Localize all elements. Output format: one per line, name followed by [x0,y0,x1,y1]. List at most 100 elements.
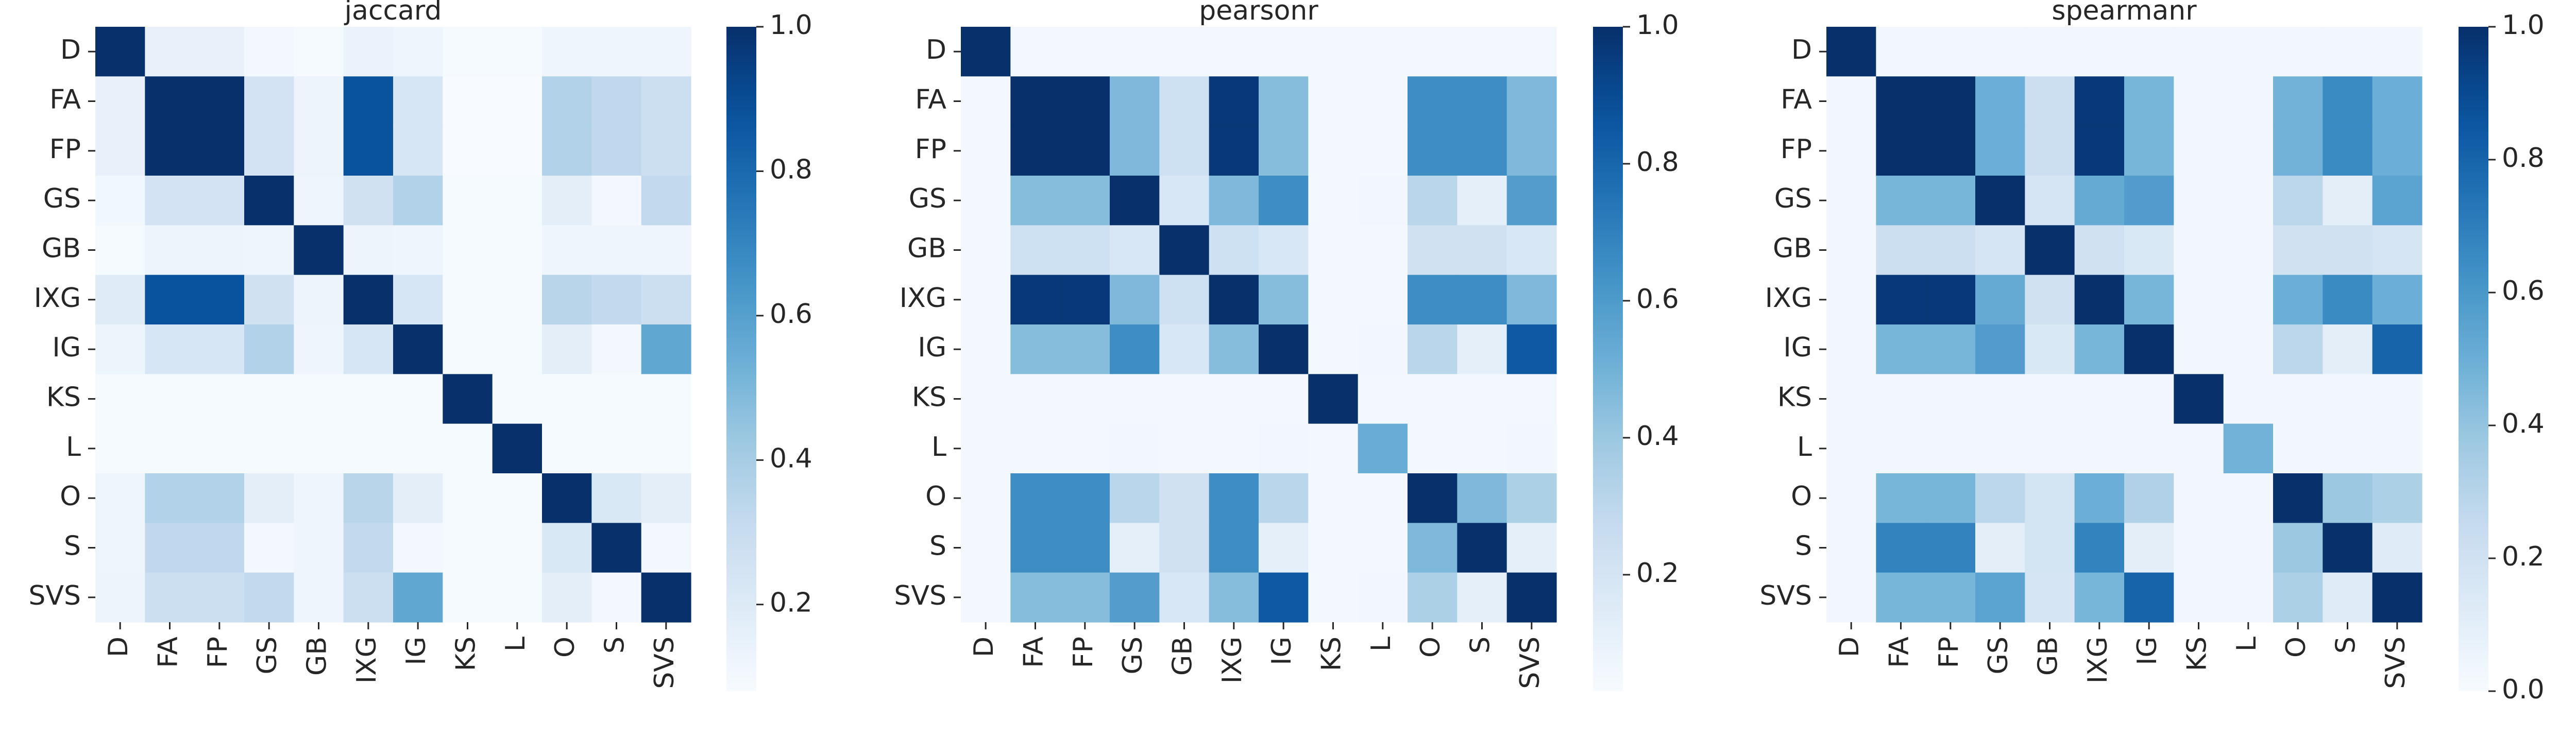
heatmap-cell [1457,275,1507,325]
heatmap-cell [2273,324,2323,374]
heatmap-cell [1826,225,1876,276]
heatmap-cell [244,76,294,127]
heatmap-cell [2323,225,2373,276]
heatmap-cell [1010,126,1061,176]
heatmap-cell [492,275,543,325]
y-tick-label: GS [43,183,81,214]
heatmap-cell [393,27,443,77]
heatmap-cell [1060,76,1110,127]
heatmap-cell [1159,423,1210,474]
heatmap-cell [1826,275,1876,325]
heatmap-cell [1876,374,1926,424]
heatmap-cell [1110,76,1160,127]
heatmap-cell [1925,523,1976,573]
heatmap-cell [244,523,294,573]
heatmap-cell [2074,27,2125,77]
heatmap-cell [641,76,691,127]
heatmap-cell [2273,572,2323,623]
heatmap-cell [2025,523,2075,573]
y-tick-label: IG [918,332,946,363]
heatmap-cell [1110,225,1160,276]
heatmap-cell [961,374,1011,424]
heatmap-cell [1358,473,1408,523]
heatmap-cell [1308,572,1359,623]
heatmap-cell [1975,572,2025,623]
heatmap-cell [2025,423,2075,474]
heatmap-cell [1925,324,1976,374]
heatmap-cell [1358,225,1408,276]
x-tick-label: L [500,637,531,652]
heatmap-cell [2273,473,2323,523]
heatmap-cell [1209,126,1259,176]
x-tick-label: SVS [649,637,680,689]
y-tick-label: S [1795,531,1812,562]
heatmap-cell [1975,176,2025,226]
heatmap-cell [1358,27,1408,77]
heatmap-cell [2372,225,2422,276]
heatmap-cell [1259,374,1309,424]
heatmap-cell [591,225,642,276]
heatmap-cell [1876,473,1926,523]
colorbar-tick-label: 0.8 [770,154,812,185]
heatmap-cell [1925,473,1976,523]
heatmap-cell [95,423,145,474]
heatmap-cell [1159,27,1210,77]
heatmap-cell [1010,374,1061,424]
heatmap-cell [95,126,145,176]
heatmap-cell [2223,523,2274,573]
heatmap-cell [1826,324,1876,374]
heatmap-cell [2223,423,2274,474]
heatmap-cell [2074,324,2125,374]
heatmap-cell [961,523,1011,573]
heatmap-cell [2074,523,2125,573]
heatmap-cell [2372,76,2422,127]
heatmap-cell [1159,225,1210,276]
heatmap-cell [542,572,592,623]
heatmap-cell [1408,473,1458,523]
heatmap-cell [194,27,245,77]
heatmap-cell [1408,523,1458,573]
heatmap-cell [343,324,394,374]
heatmap-cell [2025,27,2075,77]
heatmap-cell [1308,176,1359,226]
heatmap-cell [244,473,294,523]
heatmap-cell [1876,176,1926,226]
heatmap-cell [492,523,543,573]
colorbar-tick-label: 0.6 [1636,284,1679,315]
y-tick-label: KS [46,382,81,413]
heatmap-cell [2074,176,2125,226]
heatmap-cell [1060,324,1110,374]
heatmap-cell [393,126,443,176]
heatmap-cell [145,572,195,623]
heatmap-cell [1408,324,1458,374]
heatmap-cell [492,473,543,523]
x-tick-label: D [969,637,999,657]
heatmap-cell [1110,473,1160,523]
heatmap-cell [1259,523,1309,573]
heatmap-cell [2025,324,2075,374]
heatmap-cell [1975,523,2025,573]
heatmap-cell [1457,523,1507,573]
colorbar-tick-label: 0.2 [1636,558,1679,589]
heatmap-cell [2273,423,2323,474]
heatmap-cell [2323,374,2373,424]
heatmap-cell [542,374,592,424]
x-tick-label: KS [451,637,482,671]
heatmap-cell [194,324,245,374]
y-tick-label: IG [1783,332,1812,363]
heatmap-cell [1110,27,1160,77]
heatmap-cell [1506,126,1557,176]
heatmap-cell [343,275,394,325]
heatmap-cell [591,126,642,176]
heatmap-cell [145,374,195,424]
heatmap-cell [641,572,691,623]
heatmap-cell [95,523,145,573]
colorbar-tick-label: 0.8 [2502,143,2545,174]
heatmap-cell [393,324,443,374]
x-tick-label: GS [1983,637,2014,674]
heatmap-cell [1506,374,1557,424]
colorbar-tick-label: 1.0 [2502,10,2545,41]
y-tick-label: FP [1781,134,1812,165]
